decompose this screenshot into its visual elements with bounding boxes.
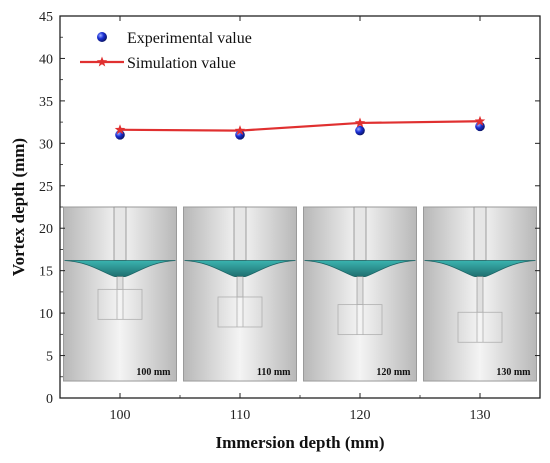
inset-label: 130 mm [496,367,531,378]
y-tick-label: 10 [39,307,53,322]
inset-panel: 130 mm [423,206,537,382]
vortex-surface [304,260,416,278]
x-axis-label: Immersion depth (mm) [215,433,384,452]
legend: Experimental value Simulation value [80,30,252,72]
simulation-point [234,125,246,136]
simulation-point [114,124,126,135]
impeller-shaft-lower [356,276,364,305]
impeller-shaft [233,206,247,261]
inset-label: 110 mm [257,367,291,378]
impeller-shaft-lower [236,276,244,298]
simulation-point [354,117,366,128]
simulation-point [474,115,486,126]
legend-label-experimental: Experimental value [127,30,252,47]
y-tick-label: 35 [39,95,53,110]
y-tick-label: 25 [39,180,53,195]
experimental-point [355,125,365,136]
impeller-shaft-lower [476,276,484,313]
axes: 0 5 10 15 20 25 30 35 40 45 100 110 120 130 [39,10,541,423]
impeller-shaft [473,206,487,261]
x-tick-label: 110 [230,408,250,423]
impeller-shaft [113,206,127,261]
y-tick-label: 0 [46,392,53,407]
data-series [114,115,486,140]
simulation-line [119,120,481,132]
vortex-surface [64,260,176,278]
impeller-blade [97,288,143,320]
x-tick-label: 130 [470,408,491,423]
y-tick-label: 40 [39,52,53,67]
inset-label: 120 mm [376,367,411,378]
impeller-shaft-lower [116,276,124,290]
y-tick-label: 30 [39,137,53,152]
legend-label-simulation: Simulation value [127,55,236,72]
inset-label: 100 mm [136,367,171,378]
inset-panel: 100 mm [63,206,177,382]
y-axis-label: Vortex depth (mm) [9,138,28,276]
impeller-blade [337,304,383,336]
inset-panel: 110 mm [183,206,297,382]
vortex-surface [184,260,296,278]
impeller-blade [217,296,263,328]
x-tick-label: 100 [110,408,131,423]
impeller-blade [457,311,503,343]
x-tick-label: 120 [350,408,371,423]
inset-panel: 120 mm [303,206,417,382]
y-tick-label: 20 [39,222,53,237]
impeller-shaft [353,206,367,261]
y-tick-label: 5 [46,350,53,365]
y-tick-label: 45 [39,10,53,25]
y-tick-label: 15 [39,265,53,280]
vortex-surface [424,260,536,278]
inset-images: 100 mm 110 mm 120 mm 130 mm [63,206,537,382]
legend-marker-experimental [97,32,107,42]
legend-marker-simulation [96,56,108,67]
